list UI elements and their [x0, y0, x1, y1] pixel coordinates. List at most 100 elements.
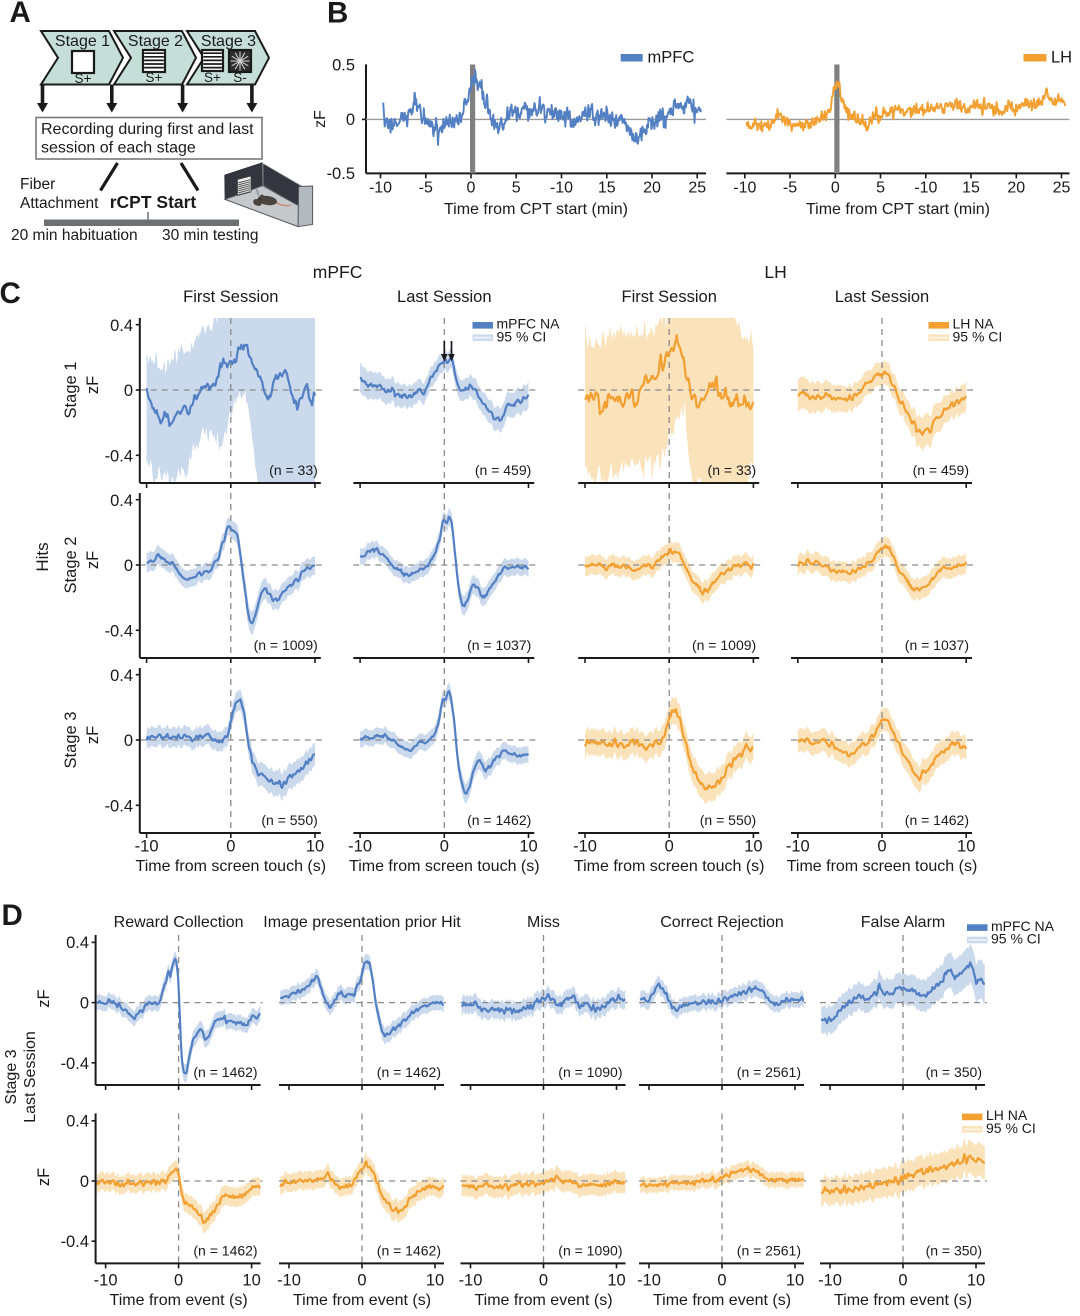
- svg-text:Last Session: Last Session: [22, 1031, 39, 1123]
- svg-text:-5: -5: [419, 180, 433, 197]
- svg-text:0.4: 0.4: [110, 317, 133, 335]
- svg-text:10: 10: [967, 1272, 985, 1290]
- svg-text:Time from event (s): Time from event (s): [110, 1292, 248, 1309]
- svg-text:0.5: 0.5: [332, 57, 355, 75]
- svg-text:0.4: 0.4: [110, 667, 133, 685]
- svg-text:10: 10: [957, 838, 975, 856]
- svg-text:(n = 550): (n = 550): [261, 812, 317, 828]
- svg-text:(n = 1090): (n = 1090): [558, 1064, 622, 1080]
- svg-text:0: 0: [226, 838, 235, 856]
- svg-text:0: 0: [124, 557, 133, 575]
- svg-text:-0.4: -0.4: [61, 1055, 89, 1073]
- svg-text:Time from screen touch (s): Time from screen touch (s): [574, 858, 765, 875]
- svg-text:10: 10: [786, 1272, 804, 1290]
- svg-text:-10: -10: [277, 1272, 301, 1290]
- svg-text:0: 0: [174, 1272, 183, 1290]
- svg-text:zF: zF: [84, 551, 102, 569]
- svg-text:Stage 3: Stage 3: [62, 712, 80, 769]
- svg-text:-0.4: -0.4: [105, 797, 133, 815]
- svg-text:mPFC NA: mPFC NA: [497, 316, 561, 332]
- svg-text:Time from screen touch (s): Time from screen touch (s): [136, 858, 327, 875]
- svg-text:Time from event (s): Time from event (s): [834, 1292, 972, 1309]
- svg-text:(n = 350): (n = 350): [926, 1064, 982, 1080]
- svg-text:(n = 1462): (n = 1462): [377, 1064, 441, 1080]
- svg-text:False Alarm: False Alarm: [861, 914, 945, 931]
- svg-text:10: 10: [607, 1272, 625, 1290]
- svg-text:10: 10: [426, 1272, 444, 1290]
- svg-text:-10: -10: [733, 180, 756, 197]
- svg-text:0: 0: [357, 1272, 366, 1290]
- svg-text:Miss: Miss: [527, 914, 560, 931]
- svg-text:rCPT Start: rCPT Start: [110, 192, 197, 212]
- svg-text:0.4: 0.4: [66, 1112, 89, 1130]
- svg-text:Stage 2: Stage 2: [62, 537, 80, 594]
- svg-text:20: 20: [1007, 180, 1025, 197]
- svg-text:A: A: [10, 0, 31, 29]
- svg-text:0: 0: [80, 1173, 89, 1191]
- svg-text:95 % CI: 95 % CI: [986, 1120, 1036, 1136]
- svg-text:0: 0: [440, 838, 449, 856]
- svg-text:Time from CPT start (min): Time from CPT start (min): [806, 201, 990, 218]
- svg-text:95 % CI: 95 % CI: [497, 328, 547, 344]
- svg-text:-10: -10: [459, 1272, 483, 1290]
- svg-text:S+: S+: [204, 70, 221, 85]
- svg-text:0: 0: [539, 1272, 548, 1290]
- svg-text:(n = 1009): (n = 1009): [254, 637, 318, 653]
- svg-text:Stage 2: Stage 2: [128, 33, 183, 50]
- svg-text:-5: -5: [783, 180, 797, 197]
- svg-text:5: 5: [512, 180, 521, 197]
- svg-text:-0.4: -0.4: [105, 622, 133, 640]
- svg-text:(n = 1462): (n = 1462): [377, 1242, 441, 1258]
- svg-text:(n = 1462): (n = 1462): [193, 1242, 257, 1258]
- svg-text:-10: -10: [637, 1272, 661, 1290]
- svg-text:Image presentation prior Hit: Image presentation prior Hit: [263, 914, 461, 931]
- svg-text:0.4: 0.4: [66, 934, 89, 952]
- svg-text:25: 25: [1053, 180, 1071, 197]
- svg-text:S+: S+: [146, 70, 163, 85]
- svg-text:Time from screen touch (s): Time from screen touch (s): [787, 858, 978, 875]
- svg-text:Fiber: Fiber: [20, 176, 55, 193]
- svg-text:Correct Rejection: Correct Rejection: [660, 914, 784, 931]
- svg-text:(n = 1009): (n = 1009): [692, 637, 756, 653]
- svg-text:zF: zF: [84, 726, 102, 744]
- svg-text:First Session: First Session: [622, 288, 717, 306]
- svg-text:(n = 1462): (n = 1462): [905, 812, 969, 828]
- svg-text:LH: LH: [764, 262, 786, 282]
- svg-text:(n = 1037): (n = 1037): [905, 637, 969, 653]
- svg-text:15: 15: [962, 180, 980, 197]
- svg-text:B: B: [327, 0, 348, 30]
- svg-text:zF: zF: [35, 989, 53, 1007]
- svg-text:-10: -10: [348, 838, 372, 856]
- svg-text:0: 0: [831, 180, 840, 197]
- svg-text:-0.4: -0.4: [61, 1233, 89, 1251]
- svg-text:-10: -10: [94, 1272, 118, 1290]
- svg-text:(n = 2561): (n = 2561): [737, 1064, 801, 1080]
- svg-text:Time from event (s): Time from event (s): [293, 1292, 431, 1309]
- svg-text:0: 0: [346, 111, 355, 129]
- svg-text:session of each stage: session of each stage: [41, 140, 196, 157]
- svg-text:Time from event (s): Time from event (s): [474, 1292, 612, 1309]
- svg-text:mPFC NA: mPFC NA: [991, 918, 1055, 934]
- svg-text:LH: LH: [1051, 49, 1072, 67]
- svg-text:(n = 33): (n = 33): [708, 462, 757, 478]
- svg-text:Last Session: Last Session: [835, 288, 929, 306]
- svg-text:S+: S+: [75, 71, 92, 86]
- svg-text:zF: zF: [84, 376, 102, 394]
- svg-text:Time from event (s): Time from event (s): [653, 1292, 791, 1309]
- svg-text:10: 10: [519, 838, 537, 856]
- svg-text:Stage 1: Stage 1: [62, 362, 80, 419]
- svg-text:Time from screen touch (s): Time from screen touch (s): [349, 858, 540, 875]
- svg-text:-10: -10: [550, 180, 573, 197]
- svg-text:30 min testing: 30 min testing: [162, 227, 259, 244]
- svg-text:(n = 459): (n = 459): [475, 462, 531, 478]
- svg-text:First Session: First Session: [183, 288, 278, 306]
- svg-text:-0.4: -0.4: [105, 447, 133, 465]
- svg-text:(n = 2561): (n = 2561): [737, 1242, 801, 1258]
- svg-text:25: 25: [688, 180, 706, 197]
- svg-text:0: 0: [80, 995, 89, 1013]
- svg-text:Attachment: Attachment: [20, 195, 99, 212]
- svg-text:Last Session: Last Session: [397, 288, 491, 306]
- svg-text:(n = 1462): (n = 1462): [193, 1064, 257, 1080]
- svg-text:(n = 1037): (n = 1037): [467, 637, 531, 653]
- svg-text:Time from CPT start (min): Time from CPT start (min): [444, 201, 628, 218]
